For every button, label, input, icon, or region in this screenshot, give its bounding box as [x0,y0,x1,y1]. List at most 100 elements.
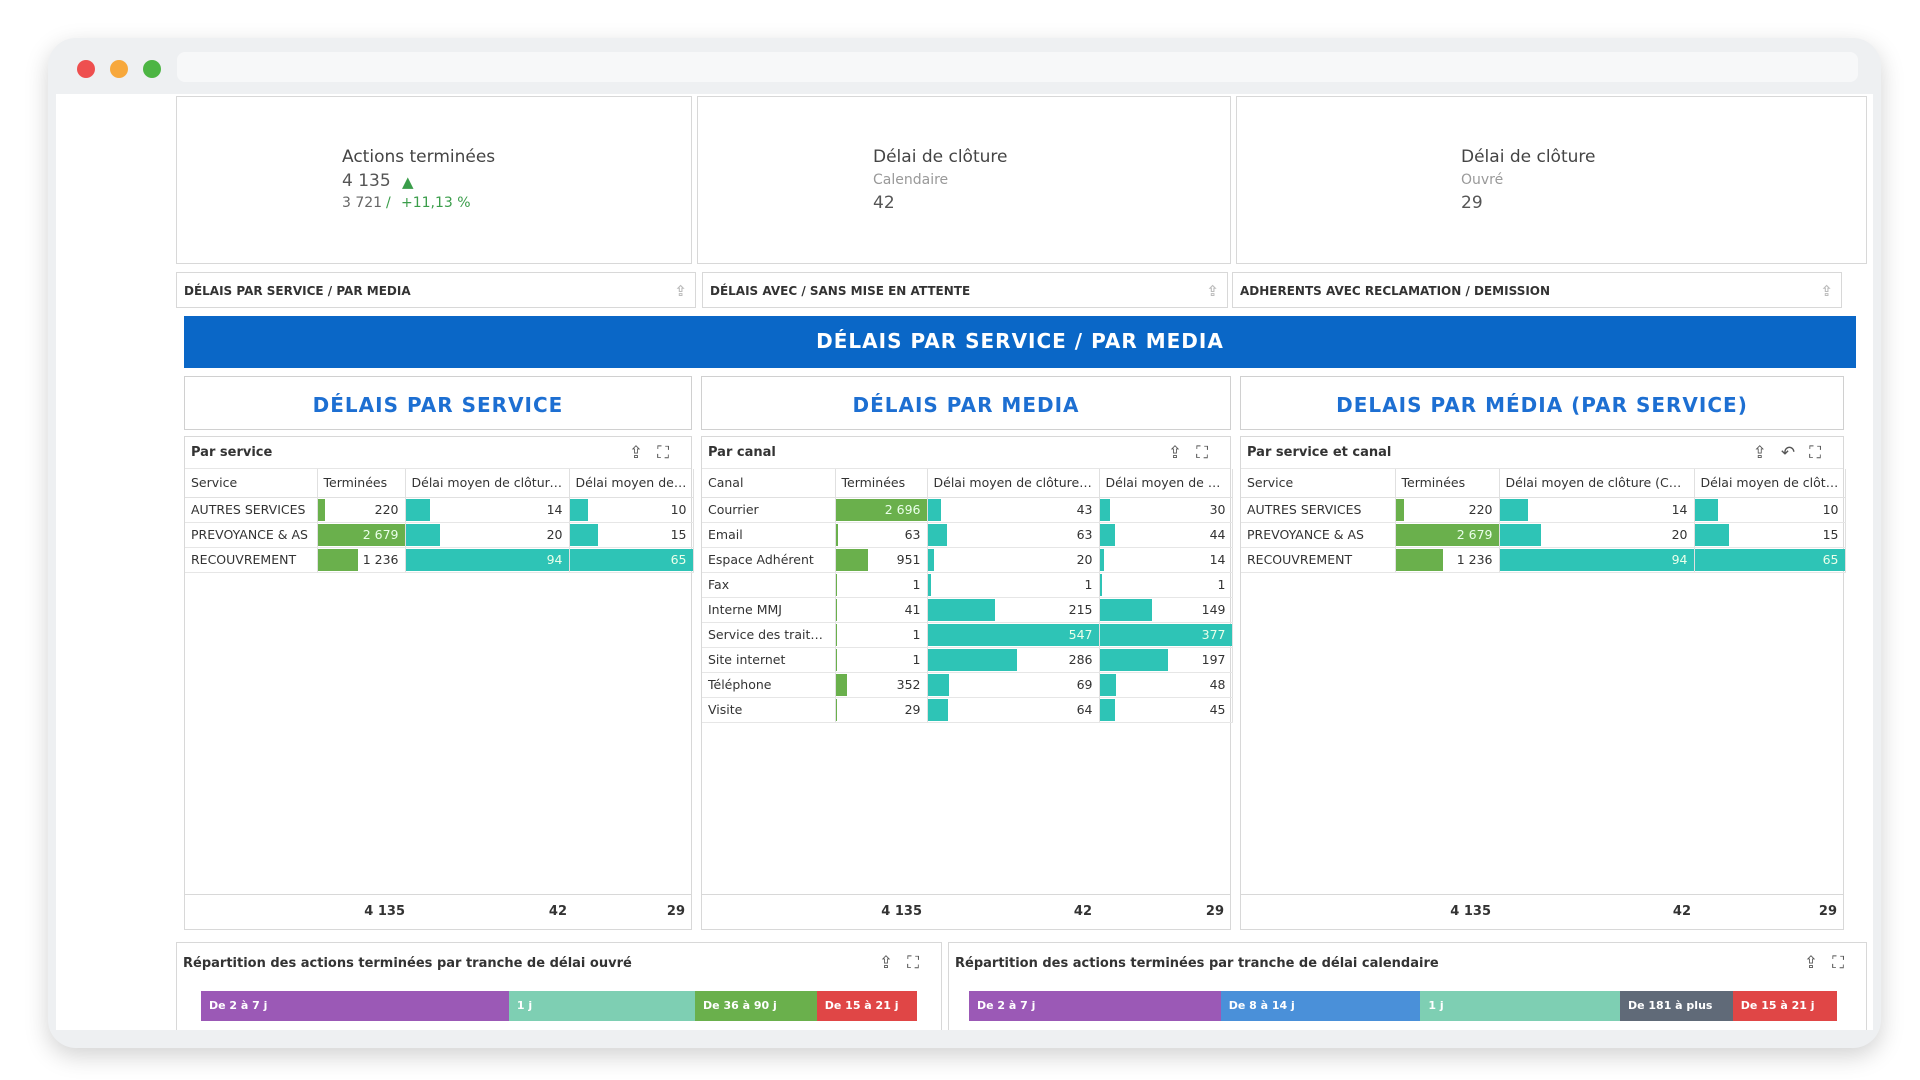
expand-icon[interactable]: ⛶ [657,443,683,463]
address-bar[interactable] [177,52,1858,82]
section-banner: DÉLAIS PAR SERVICE / PAR MEDIA [184,316,1856,368]
column-header[interactable]: Délai moyen de clôture (Cale... [1499,469,1695,498]
data-bar [835,623,838,646]
bar-segment[interactable]: De 181 à plus [1619,991,1733,1021]
cell-done: 2 679 [317,522,406,548]
cell-value: 10 [1822,502,1839,517]
column-header[interactable]: Service [185,469,318,498]
data-table: Service Terminées Délai moyen de clôture (… [185,469,694,573]
row-label: PREVOYANCE & AS [185,522,318,548]
cell-cal: 64 [927,697,1100,723]
undo-icon[interactable]: ↶ [1780,443,1810,463]
expand-icon[interactable]: ⛶ [1809,443,1835,463]
minimize-window-dot[interactable] [110,60,128,78]
cell-ouv: 197 [1099,647,1233,673]
export-icon[interactable]: ⇪ [628,443,658,463]
expand-icon[interactable]: ⛶ [1196,443,1222,463]
data-bar [835,498,926,521]
column-header[interactable]: Délai moyen de clô... [1099,469,1233,498]
bar-segment[interactable]: 1 j [1420,991,1620,1021]
table-row[interactable]: PREVOYANCE & AS 2 679 20 15 [185,522,694,548]
table-row[interactable]: Visite 29 64 45 [702,697,1233,723]
expand-icon[interactable]: ⛶ [1832,953,1858,973]
column-header[interactable]: Délai moyen de clôtur... [1694,469,1846,498]
cell-value: 20 [546,527,563,542]
row-label: PREVOYANCE & AS [1241,522,1396,548]
data-bar [405,498,430,521]
cell-ouv: 10 [569,497,694,523]
kpi-sep: / [386,195,391,211]
cell-value: 1 [1084,577,1093,592]
grid-title: Par canal [708,445,776,460]
table-row[interactable]: RECOUVREMENT 1 236 94 65 [185,547,694,573]
cell-value: 352 [896,677,921,692]
bar-segment[interactable]: De 2 à 7 j [969,991,1221,1021]
bar-segment[interactable]: De 8 à 14 j [1220,991,1421,1021]
table-row[interactable]: Interne MMJ 41 215 149 [702,597,1233,623]
expand-icon[interactable]: ⛶ [907,953,933,973]
tab-adherents-reclamation[interactable]: ADHERENTS AVEC RECLAMATION / DEMISSION ⇪ [1232,272,1842,308]
table-row[interactable]: Email 63 63 44 [702,522,1233,548]
cell-value: 547 [1068,627,1093,642]
table-row[interactable]: AUTRES SERVICES 220 14 10 [1241,497,1846,523]
cell-ouv: 1 [1099,572,1233,598]
tab-delais-service-media[interactable]: DÉLAIS PAR SERVICE / PAR MEDIA ⇪ [176,272,696,308]
cell-done: 41 [835,597,928,623]
data-bar [835,673,848,696]
table-row[interactable]: RECOUVREMENT 1 236 94 65 [1241,547,1846,573]
column-header[interactable]: Délai moyen de clôture (... [405,469,570,498]
column-header[interactable]: Canal [702,469,836,498]
column-header[interactable]: Terminées [835,469,928,498]
data-bar [1099,623,1231,646]
cell-value: 63 [904,527,921,542]
export-icon[interactable]: ⇪ [1206,282,1219,300]
bar-segment[interactable]: De 15 à 21 j [1732,991,1837,1021]
bar-segment[interactable]: De 36 à 90 j [695,991,817,1021]
export-icon[interactable]: ⇪ [878,953,908,973]
tab-label: DÉLAIS AVEC / SANS MISE EN ATTENTE [710,284,971,298]
cell-value: 20 [1671,527,1688,542]
bar-segment[interactable]: 1 j [508,991,696,1021]
tab-delais-attente[interactable]: DÉLAIS AVEC / SANS MISE EN ATTENTE ⇪ [702,272,1228,308]
data-bar [317,498,325,521]
row-label: Interne MMJ [702,597,836,623]
cell-done: 1 [835,647,928,673]
cell-cal: 1 [927,572,1100,598]
table-row[interactable]: Site internet 1 286 197 [702,647,1233,673]
export-icon[interactable]: ⇪ [1803,953,1833,973]
column-header[interactable]: Service [1241,469,1396,498]
export-icon[interactable]: ⇪ [1167,443,1197,463]
data-bar [1099,648,1169,671]
close-window-dot[interactable] [77,60,95,78]
bar-segment[interactable]: De 15 à 21 j [816,991,917,1021]
cell-cal: 63 [927,522,1100,548]
column-header[interactable]: Terminées [317,469,406,498]
data-bar [1499,548,1693,571]
cell-value: 1 [1217,577,1226,592]
export-icon[interactable]: ⇪ [1752,443,1781,463]
table-row[interactable]: Espace Adhérent 951 20 14 [702,547,1233,573]
cell-value: 215 [1068,602,1093,617]
bar-segment[interactable]: De 2 à 7 j [201,991,509,1021]
data-bar [927,523,948,546]
table-row[interactable]: Service des traite... 1 547 377 [702,622,1233,648]
column-header[interactable]: Terminées [1395,469,1500,498]
table-row[interactable]: PREVOYANCE & AS 2 679 20 15 [1241,522,1846,548]
table-row[interactable]: Courrier 2 696 43 30 [702,497,1233,523]
cell-cal: 94 [405,547,570,573]
table-row[interactable]: AUTRES SERVICES 220 14 10 [185,497,694,523]
data-bar [835,573,838,596]
total-terminees: 4 135 [881,904,922,919]
table-row[interactable]: Fax 1 1 1 [702,572,1233,598]
cell-cal: 20 [405,522,570,548]
grid-par-service: Par service ⇪⛶ Service Terminées Délai moy… [184,436,694,930]
table-row[interactable]: Téléphone 352 69 48 [702,672,1233,698]
cell-ouv: 44 [1099,522,1233,548]
data-bar [1395,498,1404,521]
column-header[interactable]: Délai moyen de cl... [569,469,694,498]
export-icon[interactable]: ⇪ [674,282,687,300]
column-header[interactable]: Délai moyen de clôture (... [927,469,1100,498]
maximize-window-dot[interactable] [143,60,161,78]
export-icon[interactable]: ⇪ [1820,282,1833,300]
cell-value: 30 [1209,502,1226,517]
